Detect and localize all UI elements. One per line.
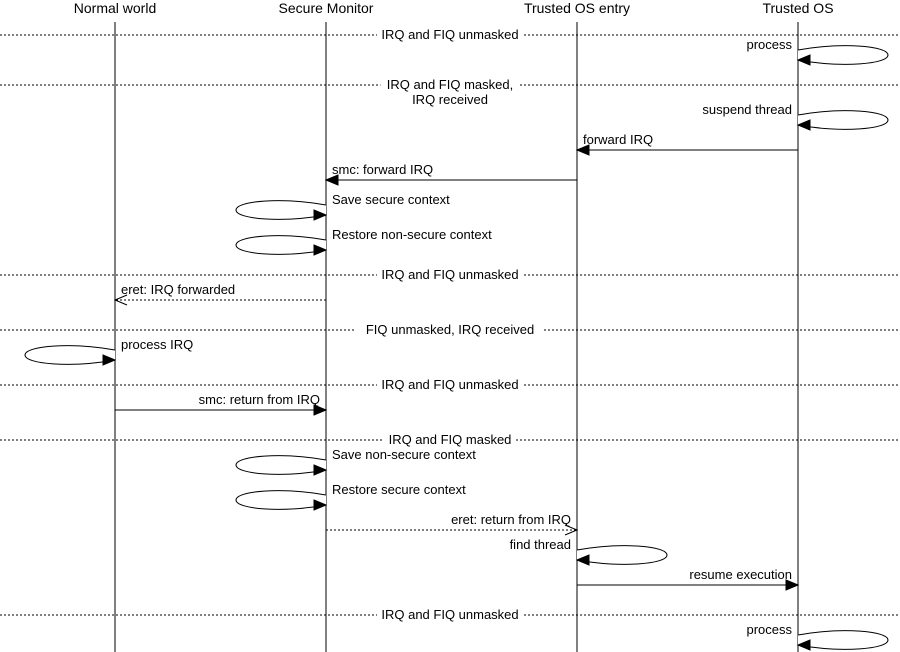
- self-message-label: Save non-secure context: [332, 447, 476, 462]
- self-message-label: suspend thread: [702, 102, 792, 117]
- divider-label: IRQ and FIQ masked: [389, 432, 512, 447]
- self-message-icon: [236, 456, 326, 475]
- self-message-label: process: [746, 37, 792, 52]
- self-message-label: process IRQ: [121, 337, 193, 352]
- divider-label: IRQ and FIQ unmasked: [381, 607, 518, 622]
- self-message-icon: [798, 631, 888, 650]
- message-label: eret: return from IRQ: [451, 512, 571, 527]
- self-message-icon: [25, 346, 115, 365]
- self-message-icon: [236, 201, 326, 220]
- self-message-label: process: [746, 622, 792, 637]
- message-label: smc: return from IRQ: [199, 392, 320, 407]
- sequence-diagram: Normal world Secure Monitor Trusted OS ent…: [0, 0, 900, 652]
- self-message-label: Restore secure context: [332, 482, 466, 497]
- divider-label: IRQ and FIQ unmasked: [381, 267, 518, 282]
- divider-label: IRQ and FIQ unmasked: [381, 377, 518, 392]
- participant-header: Secure Monitor: [279, 0, 374, 16]
- participant-header: Normal world: [74, 0, 156, 16]
- message-label: smc: forward IRQ: [332, 162, 433, 177]
- message-label: eret: IRQ forwarded: [121, 282, 235, 297]
- participant-header: Trusted OS: [762, 0, 833, 16]
- message-label: resume execution: [689, 567, 792, 582]
- self-message-label: Restore non-secure context: [332, 227, 492, 242]
- participant-header: Trusted OS entry: [524, 0, 630, 16]
- divider-label: FIQ unmasked, IRQ received: [366, 322, 534, 337]
- self-message-icon: [798, 111, 888, 130]
- self-message-label: Save secure context: [332, 192, 450, 207]
- message-label: forward IRQ: [583, 132, 653, 147]
- self-message-icon: [236, 491, 326, 510]
- divider-label: IRQ and FIQ masked,: [387, 77, 513, 92]
- self-message-icon: [798, 46, 888, 65]
- self-message-icon: [236, 236, 326, 255]
- divider-label: IRQ received: [412, 92, 488, 107]
- divider-label: IRQ and FIQ unmasked: [381, 27, 518, 42]
- self-message-icon: [577, 546, 667, 565]
- self-message-label: find thread: [510, 537, 571, 552]
